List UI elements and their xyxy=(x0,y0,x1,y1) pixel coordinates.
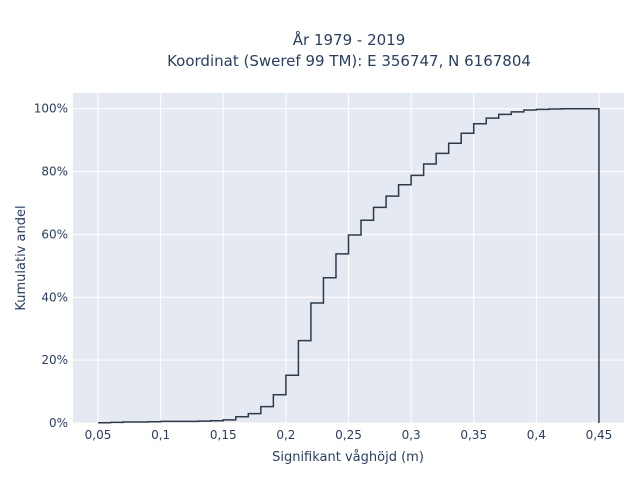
y-tick-label: 100% xyxy=(34,102,68,116)
x-tick-label: 0,1 xyxy=(151,428,170,442)
x-tick-label: 0,3 xyxy=(402,428,421,442)
y-axis-title: Kumulativ andel xyxy=(14,205,29,310)
ecdf-step-line xyxy=(98,107,600,424)
x-tick-label: 0,4 xyxy=(527,428,546,442)
x-tick-label: 0,15 xyxy=(210,428,237,442)
chart-subtitle: Koordinat (Sweref 99 TM): E 356747, N 61… xyxy=(167,52,531,70)
y-tick-label: 60% xyxy=(41,227,68,241)
y-tick-label: 20% xyxy=(41,353,68,367)
x-tick-label: 0,45 xyxy=(586,428,613,442)
x-tick-label: 0,05 xyxy=(85,428,112,442)
y-tick-label: 40% xyxy=(41,290,68,304)
x-tick-label: 0,2 xyxy=(276,428,295,442)
x-tick-label: 0,35 xyxy=(460,428,487,442)
y-tick-label: 0% xyxy=(49,416,68,430)
y-tick-label: 80% xyxy=(41,165,68,179)
chart-title: År 1979 - 2019 xyxy=(293,30,406,49)
tick-labels: 0,05 0,1 0,15 0,2 0,25 0,3 0,35 0,4 0,45 0% 20% 40%… xyxy=(34,102,613,442)
series-layer xyxy=(98,107,600,424)
x-axis-title: Signifikant våghöjd (m) xyxy=(272,450,424,465)
x-tick-label: 0,25 xyxy=(335,428,362,442)
